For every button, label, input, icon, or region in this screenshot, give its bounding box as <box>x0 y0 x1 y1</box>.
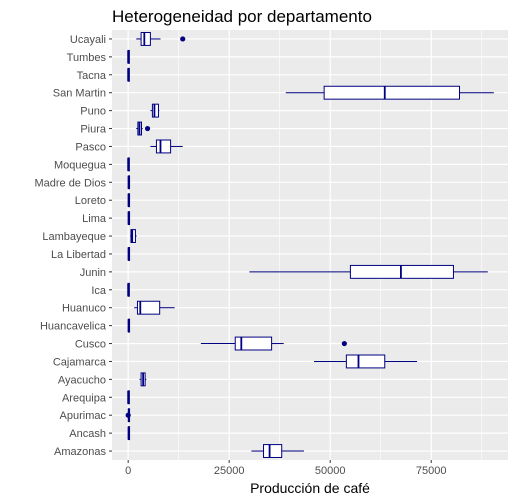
box-loreto <box>127 193 131 208</box>
category-label: Junin <box>80 267 106 279</box>
box-amazonas <box>251 444 304 458</box>
category-label: Moquegua <box>54 159 107 171</box>
category-label: Ucayali <box>70 34 106 46</box>
box-madre-de-dios <box>127 175 131 190</box>
value-tick-label: 75000 <box>416 465 447 477</box>
box-piura <box>136 121 151 136</box>
category-label: Loreto <box>75 195 106 207</box>
value-tick-label: 50000 <box>315 465 346 477</box>
category-label: Huancavelica <box>40 321 107 333</box>
box-iqr <box>151 103 159 118</box>
chart-title: Heterogeneidad por departamento <box>112 7 372 26</box>
x-axis-title: Producción de café <box>250 480 370 496</box>
box-iqr <box>345 354 386 369</box>
outlier-point <box>125 412 131 418</box>
category-label: Cusco <box>75 339 106 351</box>
category-label: Lima <box>82 213 107 225</box>
category-label: La Libertad <box>51 249 106 261</box>
box-iqr <box>349 264 454 279</box>
box-ica <box>127 282 130 297</box>
category-label: Amazonas <box>54 446 106 458</box>
category-label: Piura <box>80 124 107 136</box>
box-ayacucho <box>139 372 147 387</box>
box-lima <box>127 211 131 226</box>
box-iqr <box>323 85 461 100</box>
category-axis: Ucayali Tumbes Tacna San Martin Puno Piura Pas… <box>34 34 112 458</box>
category-label: Madre de Dios <box>34 177 106 189</box>
box-iqr <box>155 139 172 154</box>
category-label: Arequipa <box>62 392 107 404</box>
value-tick-label: 25000 <box>214 465 245 477</box>
category-label: Lambayeque <box>42 231 106 243</box>
box-san-martin <box>285 85 494 100</box>
box-iqr <box>140 32 151 46</box>
box-huancavelica <box>127 318 131 333</box>
category-label: Huanuco <box>62 303 106 315</box>
box-puno <box>150 103 160 118</box>
category-label: Ayacucho <box>58 374 106 386</box>
category-label: San Martin <box>53 88 106 100</box>
box-iqr <box>263 444 283 458</box>
outlier-point <box>144 125 151 132</box>
category-label: Puno <box>80 106 106 118</box>
category-label: Ica <box>91 285 107 297</box>
box-moquegua <box>127 157 130 172</box>
box-cusco <box>200 336 347 351</box>
box-iqr <box>130 229 136 243</box>
category-label: Tumbes <box>67 52 107 64</box>
box-lambayeque <box>130 229 137 243</box>
outlier-point <box>341 340 347 347</box>
outlier-point <box>180 36 186 42</box>
plot-panel <box>112 30 508 460</box>
box-tumbes <box>127 49 130 64</box>
box-arequipa <box>127 390 130 405</box>
box-ucayali <box>136 32 186 46</box>
value-axis: 0 25000 50000 75000 <box>125 460 447 477</box>
category-label: Apurimac <box>60 410 107 422</box>
box-huanuco <box>134 300 175 315</box>
box-series <box>125 32 494 458</box>
category-label: Tacna <box>77 70 107 82</box>
box-iqr <box>234 336 273 351</box>
category-label: Ancash <box>69 428 106 440</box>
box-la-libertad <box>127 247 131 261</box>
box-cajamarca <box>314 354 418 369</box>
box-apurimac <box>125 408 131 423</box>
value-tick-label: 0 <box>125 465 131 477</box>
box-ancash <box>127 426 131 441</box>
box-iqr <box>136 300 161 315</box>
box-tacna <box>127 67 130 82</box>
box-pasco <box>150 139 183 154</box>
category-label: Pasco <box>75 141 106 153</box>
category-label: Cajamarca <box>53 356 107 368</box>
box-junin <box>249 264 488 279</box>
